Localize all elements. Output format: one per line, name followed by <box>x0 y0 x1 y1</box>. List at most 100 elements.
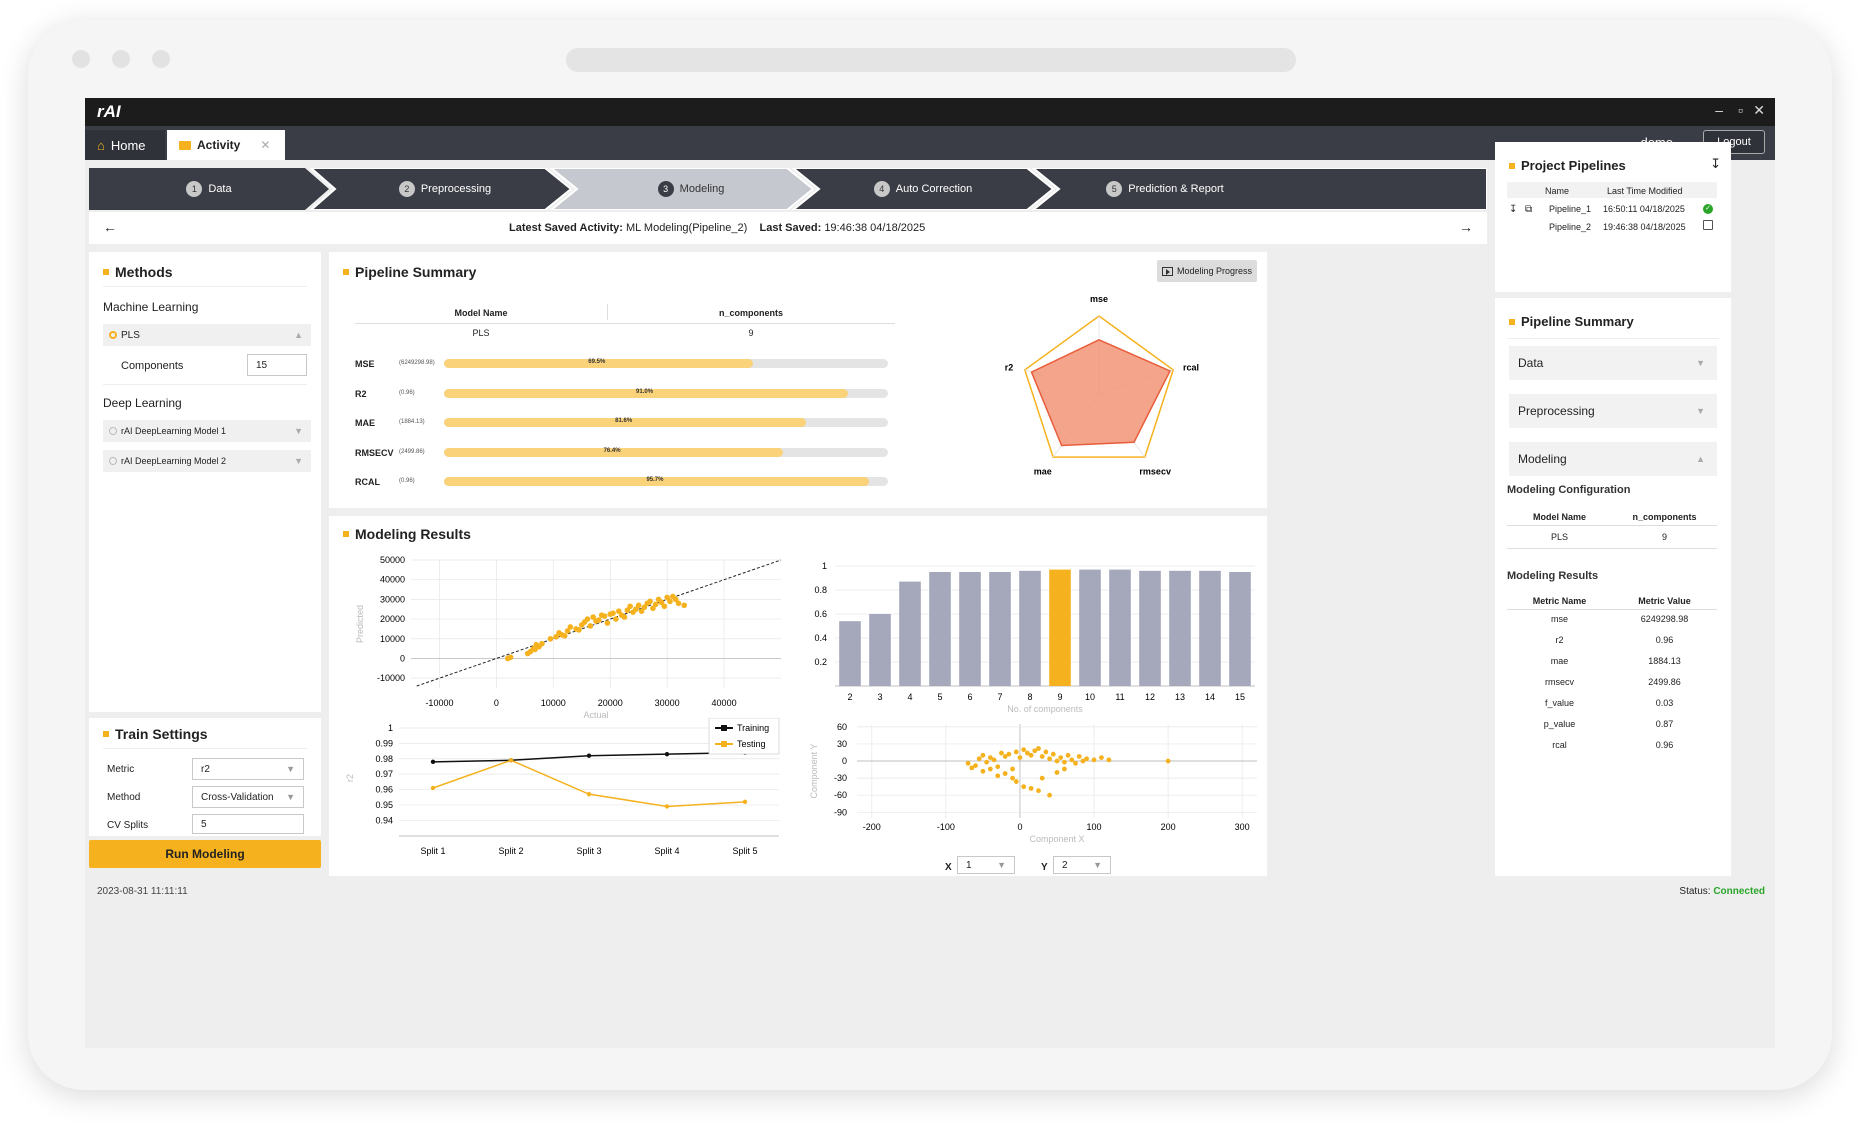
x-tick-label: 14 <box>1205 692 1215 702</box>
x-tick-label: 10 <box>1085 692 1095 702</box>
step-preprocessing[interactable]: 2 Preprocessing <box>385 168 505 210</box>
tab-close-icon[interactable]: ✕ <box>260 138 271 152</box>
run-modeling-button[interactable]: Run Modeling <box>89 840 321 868</box>
pipeline-1-name[interactable]: Pipeline_1 <box>1549 204 1592 214</box>
chevron-down-icon[interactable]: ▼ <box>294 456 303 466</box>
scatter-point <box>1047 756 1052 762</box>
step-prediction-report[interactable]: 5 Prediction & Report <box>1085 168 1245 210</box>
method-select[interactable]: Cross-Validation ▼ <box>192 786 304 808</box>
components-input[interactable]: 15 <box>247 354 307 376</box>
step-auto-correction[interactable]: 4 Auto Correction <box>853 168 993 210</box>
radio-icon[interactable] <box>109 457 117 465</box>
metric-track: 95.7% <box>444 477 888 487</box>
dl-model-2[interactable]: rAI DeepLearning Model 2 ▼ <box>103 450 311 472</box>
step-data-shape[interactable] <box>89 168 329 210</box>
step-auto-correction-shape[interactable] <box>791 168 1055 210</box>
title-bar: rAI – ▫ ✕ <box>85 98 1775 126</box>
step-preprocessing-shape[interactable] <box>309 168 573 210</box>
step-prediction-shape[interactable] <box>1031 168 1487 210</box>
radio-icon[interactable] <box>109 427 117 435</box>
scatter-point <box>1047 792 1052 798</box>
maximize-icon[interactable]: ▫ <box>1738 102 1743 118</box>
scatter-point <box>1069 757 1075 763</box>
step-label: Data <box>208 183 232 195</box>
scatter-point <box>547 635 554 642</box>
section-preprocessing[interactable]: Preprocessing ▼ <box>1509 394 1717 428</box>
section-data[interactable]: Data ▼ <box>1509 346 1717 380</box>
step-data[interactable]: 1 Data <box>159 168 259 210</box>
method-pls[interactable]: PLS ▲ <box>103 324 311 346</box>
forward-arrow-icon[interactable]: → <box>1459 219 1473 235</box>
scatter-point <box>1021 784 1027 790</box>
chevron-down-icon[interactable]: ▼ <box>997 860 1006 870</box>
metric-select[interactable]: r2 ▼ <box>192 758 304 780</box>
metric-fill <box>444 418 807 428</box>
scatter-point <box>1054 758 1060 764</box>
back-arrow-icon[interactable]: ← <box>103 219 117 235</box>
chevron-down-icon[interactable]: ▼ <box>286 792 295 802</box>
cv-splits-input[interactable]: 5 <box>192 814 304 834</box>
download-pipeline-icon[interactable]: ↧ <box>1509 204 1518 215</box>
x-tick-label: 30000 <box>655 698 680 708</box>
pipeline-2-name[interactable]: Pipeline_2 <box>1549 222 1592 232</box>
chevron-down-icon[interactable]: ▼ <box>286 764 295 774</box>
copy-icon[interactable]: ⧉ <box>1525 204 1533 215</box>
metric-value: (0.96) <box>399 389 415 396</box>
result-value: 0.03 <box>1655 698 1674 708</box>
y-axis-label: Component Y <box>809 744 819 799</box>
radar-label: mae <box>1034 466 1052 476</box>
scatter-point <box>1010 775 1015 781</box>
chevron-down-icon[interactable]: ▼ <box>1696 358 1705 368</box>
summary-n-components: 9 <box>748 328 754 338</box>
status-timestamp: 2023-08-31 11:11:11 <box>97 886 188 897</box>
tab-home[interactable]: ⌂ Home <box>85 130 165 160</box>
chevron-down-icon[interactable]: ▼ <box>294 426 303 436</box>
methods-panel: Methods Machine Learning PLS ▲ Component… <box>89 252 321 712</box>
scatter-point <box>1165 758 1171 764</box>
x-tick-label: 11 <box>1115 692 1124 702</box>
scatter-point <box>1084 756 1090 762</box>
pipelines-table-header: Name Last Time Modified <box>1507 182 1717 198</box>
radio-selected-icon[interactable] <box>109 331 117 339</box>
scatter-point <box>1021 747 1027 753</box>
series-point <box>508 758 514 763</box>
chevron-up-icon[interactable]: ▲ <box>294 330 303 340</box>
chevron-up-icon[interactable]: ▲ <box>1696 454 1705 464</box>
y-axis-label: Predicted <box>355 605 365 643</box>
dl-model-1[interactable]: rAI DeepLearning Model 1 ▼ <box>103 420 311 442</box>
col-last-modified: Last Time Modified <box>1607 186 1683 196</box>
y-tick-label: -30 <box>834 773 847 783</box>
chevron-down-icon[interactable]: ▼ <box>1696 406 1705 416</box>
modeling-progress-button[interactable]: Modeling Progress <box>1157 260 1257 282</box>
address-bar[interactable] <box>566 48 1296 72</box>
result-row: rmsecv 2499.86 <box>1507 677 1717 693</box>
tab-activity[interactable]: Activity ✕ <box>167 130 285 160</box>
step-modeling-shape[interactable] <box>549 168 815 210</box>
y-component-select[interactable]: 2 ▼ <box>1053 856 1111 874</box>
modeling-results-title: Modeling Results <box>343 526 471 542</box>
step-modeling[interactable]: 3 Modeling <box>631 168 751 210</box>
check-circle-icon: ✓ <box>1703 204 1713 214</box>
metric-row: MAE (1884.13) 81.6% <box>355 417 895 431</box>
section-modeling[interactable]: Modeling ▲ <box>1509 442 1717 476</box>
y-tick-label: 1 <box>822 561 827 571</box>
scatter-point <box>576 627 582 633</box>
close-icon[interactable]: ✕ <box>1753 102 1765 118</box>
ml-heading: Machine Learning <box>103 300 199 314</box>
save-icon[interactable] <box>1703 220 1713 230</box>
scatter-point <box>1054 770 1060 775</box>
pipeline-1-modified: 16:50:11 04/18/2025 <box>1603 204 1685 214</box>
minimize-icon[interactable]: – <box>1715 102 1723 118</box>
download-icon[interactable]: ↧ <box>1710 156 1721 171</box>
play-icon <box>1161 266 1173 276</box>
x-tick-label: 15 <box>1235 692 1245 702</box>
x-tick-label: Split 5 <box>732 846 757 856</box>
metric-name: R2 <box>355 388 367 399</box>
x-component-select[interactable]: 1 ▼ <box>957 856 1015 874</box>
scatter-point <box>564 628 571 634</box>
chevron-down-icon[interactable]: ▼ <box>1093 860 1102 870</box>
tab-home-label: Home <box>110 137 146 153</box>
modeling-results-title-text: Modeling Results <box>355 526 471 542</box>
window-dot-icon <box>72 50 90 68</box>
train-settings-panel: Train Settings Metric r2 ▼ Method Cross-V… <box>89 718 321 836</box>
